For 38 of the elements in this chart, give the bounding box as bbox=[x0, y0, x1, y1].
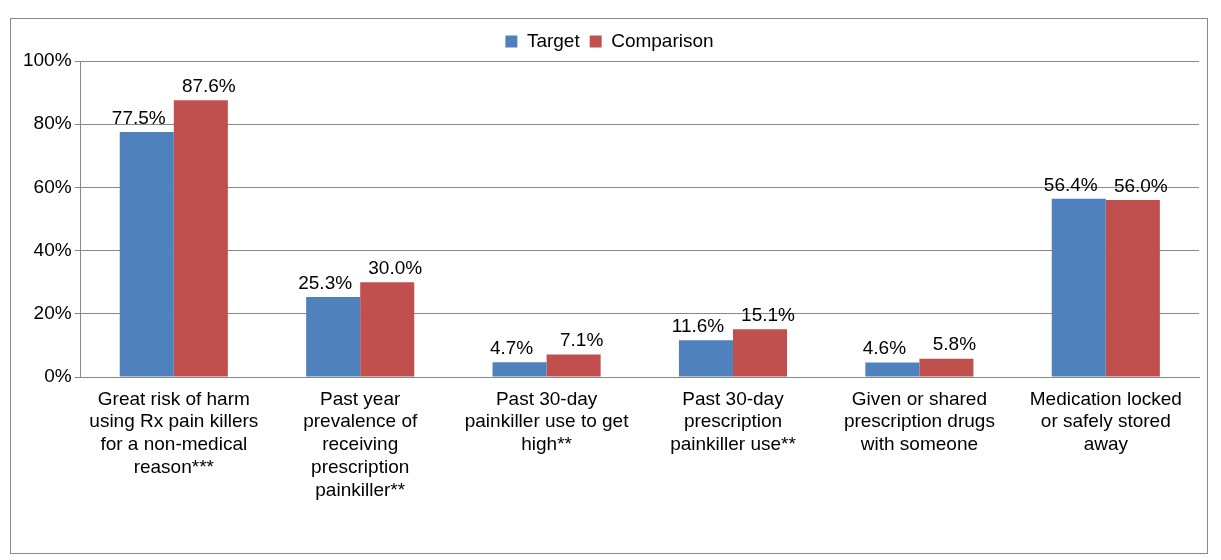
data-label: 87.6% bbox=[181, 74, 236, 96]
x-tick-label: Great risk of harm using Rx pain killers for a non-medical reason*** bbox=[89, 387, 259, 478]
bar bbox=[1105, 200, 1160, 377]
legend-label: Comparison bbox=[611, 29, 714, 51]
bar bbox=[173, 100, 228, 377]
x-tick-label: Given or shared prescription drugs with someone bbox=[843, 387, 995, 455]
data-label: 11.6% bbox=[671, 315, 725, 337]
data-label: 7.1% bbox=[559, 329, 604, 351]
bar bbox=[306, 297, 361, 377]
data-label: 56.4% bbox=[1043, 173, 1098, 195]
data-label: 4.6% bbox=[862, 337, 907, 359]
data-label: 15.1% bbox=[741, 304, 796, 326]
x-tick-label: Past 30-day painkiller use to get high** bbox=[464, 387, 630, 455]
bar bbox=[1051, 198, 1106, 377]
data-label: 77.5% bbox=[111, 106, 166, 128]
y-tick-label: 60% bbox=[33, 175, 72, 197]
bar bbox=[733, 329, 788, 377]
x-tick-label: Medication locked or safely stored away bbox=[1029, 387, 1182, 455]
y-tick-label: 0% bbox=[44, 365, 72, 387]
bar bbox=[919, 358, 974, 377]
data-label: 30.0% bbox=[368, 256, 423, 278]
data-label: 25.3% bbox=[298, 271, 353, 293]
y-tick-label: 40% bbox=[33, 238, 72, 260]
y-tick-label: 20% bbox=[33, 302, 72, 324]
data-label: 56.0% bbox=[1113, 174, 1168, 196]
data-label: 5.8% bbox=[932, 333, 977, 355]
bar bbox=[546, 354, 601, 377]
bar bbox=[492, 362, 547, 377]
x-tick-label: Past year prevalence of receiving prescription painkiller** bbox=[303, 387, 418, 500]
bar bbox=[865, 362, 920, 377]
bar bbox=[678, 340, 733, 377]
bar bbox=[119, 132, 174, 377]
y-tick-label: 80% bbox=[33, 112, 72, 134]
legend-label: Target bbox=[526, 29, 581, 51]
bar bbox=[360, 282, 415, 377]
data-label: 4.7% bbox=[489, 336, 534, 358]
y-tick-label: 100% bbox=[22, 49, 72, 71]
x-tick-label: Past 30-day prescription painkiller use** bbox=[670, 387, 797, 455]
